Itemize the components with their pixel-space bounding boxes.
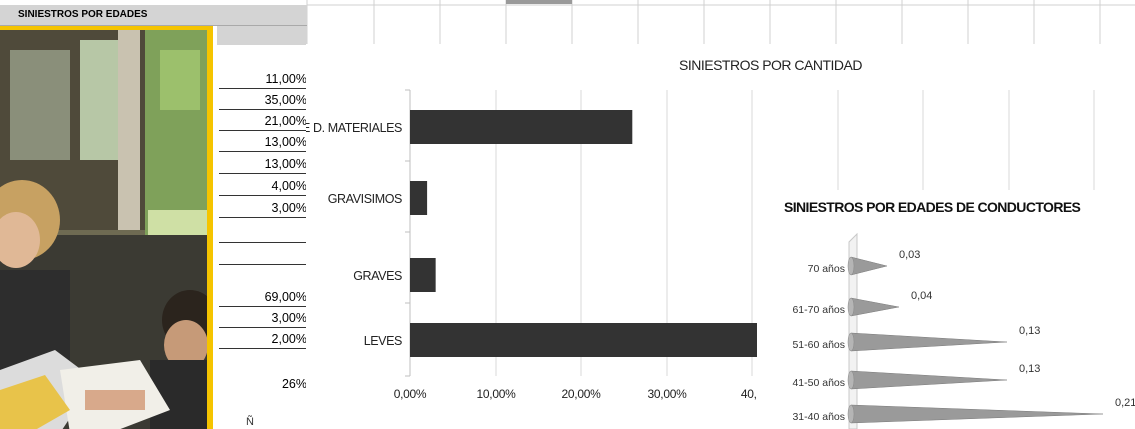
category-label: GRAVES — [353, 269, 402, 283]
sheet-header-cell[interactable]: SINIESTROS POR EDADES — [0, 5, 307, 26]
category-label: UNICAMENTE D. MATERIALES — [306, 121, 402, 135]
cell-value[interactable]: 11,00% — [219, 71, 307, 89]
bar — [410, 110, 633, 144]
cell-value[interactable]: 3,00% — [219, 310, 307, 328]
students-photo — [0, 26, 213, 429]
cell-value[interactable]: 26% — [281, 377, 307, 391]
cone-base — [847, 297, 855, 317]
cone-bar — [850, 404, 1104, 424]
category-label: 31-40 años — [792, 411, 845, 423]
sheet-header-title: SINIESTROS POR EDADES — [18, 9, 148, 20]
cell-value[interactable]: 3,00% — [219, 200, 307, 218]
category-label: LEVES — [364, 334, 402, 348]
empty-cell[interactable] — [219, 264, 307, 265]
cell-value[interactable]: 13,00% — [219, 134, 307, 152]
chart-title: SINIESTROS POR EDADES DE CONDUCTORES — [784, 199, 1081, 215]
x-tick-label: 20,00% — [562, 387, 602, 401]
cone-chart-plot: 70 años 0,03 61-70 años 0,04 51-60 años 0,13 4… — [792, 232, 1135, 429]
value-label: 0,21 — [1115, 397, 1135, 409]
category-label: 51-60 años — [792, 339, 845, 351]
sheet-header-subcell — [217, 26, 307, 45]
value-label: 0,13 — [1019, 325, 1040, 337]
category-label: 70 años — [808, 263, 845, 275]
cell-fragment: Ñ — [246, 416, 254, 428]
chart-siniestros-por-edades[interactable]: SINIESTROS POR EDADES DE CONDUCTORES 70 … — [757, 190, 1135, 429]
cone-base — [847, 256, 855, 276]
empty-cell[interactable] — [219, 242, 307, 243]
cell-value[interactable]: 13,00% — [219, 156, 307, 174]
x-tick-label: 0,00% — [394, 387, 427, 401]
cone-base — [847, 404, 855, 424]
bar — [410, 258, 436, 292]
value-label: 0,04 — [911, 290, 932, 302]
chart-title: SINIESTROS POR CANTIDAD — [679, 57, 862, 73]
cone-bar — [850, 370, 1008, 390]
value-label: 0,03 — [899, 249, 920, 261]
value-label: 0,13 — [1019, 363, 1040, 375]
category-label: 41-50 años — [792, 377, 845, 389]
cone-base — [847, 370, 855, 390]
category-label: 61-70 años — [792, 304, 845, 316]
x-tick-label: 10,00% — [477, 387, 517, 401]
bar — [410, 181, 428, 215]
category-label: GRAVISIMOS — [328, 192, 402, 206]
cell-value[interactable]: 2,00% — [219, 331, 307, 349]
x-tick-label: 30,00% — [648, 387, 688, 401]
selected-column-marker — [506, 0, 572, 4]
cone-base — [847, 332, 855, 352]
cell-value[interactable]: 21,00% — [219, 113, 307, 131]
cone-bar — [850, 256, 888, 276]
cell-value[interactable]: 4,00% — [219, 178, 307, 196]
cell-value[interactable]: 69,00% — [219, 289, 307, 307]
cell-value[interactable]: 35,00% — [219, 92, 307, 110]
cone-bar — [850, 297, 900, 317]
cone-bar — [850, 332, 1008, 352]
